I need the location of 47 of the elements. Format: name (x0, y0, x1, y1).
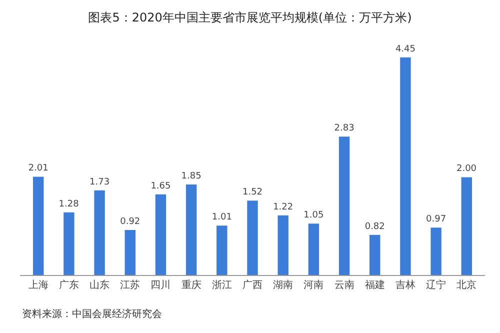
bar (461, 177, 472, 275)
x-tick-label: 重庆 (181, 279, 202, 291)
bar (216, 226, 228, 275)
data-label: 0.82 (364, 222, 385, 232)
data-label: 1.73 (90, 177, 110, 188)
bar (247, 200, 258, 275)
x-tick-label: 湖南 (273, 279, 294, 291)
x-tick-label: 上海 (28, 279, 48, 291)
x-tick-label: 四川 (150, 279, 171, 291)
x-tick-label: 山东 (90, 279, 110, 291)
bar (33, 176, 44, 275)
x-tick-label: 广东 (58, 279, 79, 291)
data-label: 2.00 (456, 164, 477, 174)
bar (278, 215, 288, 275)
x-tick-label: 云南 (334, 279, 354, 291)
bar (430, 228, 442, 275)
text: 资料来源：中国会展经济研究会 (22, 308, 162, 320)
x-tick-label: 吉林 (395, 279, 416, 291)
data-label: 0.92 (120, 217, 140, 228)
data-label: 1.85 (181, 172, 202, 182)
x-tick-label: 浙江 (212, 279, 232, 291)
data-label: 1.05 (304, 210, 324, 221)
bar (186, 184, 197, 275)
bar (124, 230, 136, 275)
x-tick-label: 广西 (242, 279, 262, 291)
bar (94, 190, 105, 275)
bar (338, 136, 350, 275)
bar (155, 194, 166, 275)
x-tick-label: 江苏 (120, 279, 140, 291)
bar (64, 212, 74, 275)
bar (400, 57, 411, 275)
x-tick-label: 河南 (304, 279, 324, 291)
data-label: 2.01 (28, 164, 48, 174)
data-label: 1.01 (212, 212, 232, 223)
data-label: 1.22 (273, 202, 294, 212)
data-label: 1.28 (58, 199, 80, 210)
data-label: 1.65 (150, 181, 171, 192)
data-label: 1.52 (242, 188, 263, 198)
data-label: 2.83 (334, 124, 354, 134)
bar (308, 224, 320, 275)
data-label: 0.97 (426, 214, 446, 225)
bar (370, 234, 380, 275)
chart-title: 图表5：2020年中国主要省市展览平均规模(单位：万平方米) (88, 10, 412, 25)
data-label: 4.45 (395, 44, 416, 54)
x-tick-label: 福建 (364, 279, 385, 291)
x-tick-label: 北京 (456, 279, 477, 291)
x-tick-label: 辽宁 (426, 279, 446, 291)
